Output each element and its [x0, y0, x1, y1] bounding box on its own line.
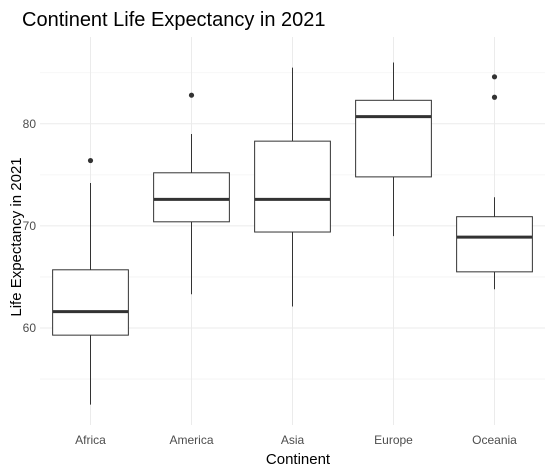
x-axis-title: Continent	[266, 451, 331, 468]
iqr-box	[153, 172, 230, 223]
chart-title: Continent Life Expectancy in 2021	[22, 9, 326, 31]
iqr-box	[456, 216, 533, 273]
x-tick-label: Europe	[374, 433, 413, 447]
box-group-europe	[355, 62, 432, 237]
outlier-point	[87, 157, 94, 164]
boxplot-boxes	[52, 62, 533, 405]
x-axis-tick-labels: Africa America Asia Europe Oceania	[75, 433, 517, 447]
y-axis-tick-labels: 60 70 80	[23, 117, 37, 335]
iqr-box	[254, 140, 331, 233]
box-group-america	[153, 92, 230, 295]
box-group-oceania	[456, 74, 533, 290]
iqr-box	[355, 99, 432, 178]
box-group-asia	[254, 67, 331, 307]
x-tick-label: Asia	[281, 433, 305, 447]
x-tick-label: Oceania	[472, 433, 517, 447]
y-tick-label: 70	[23, 219, 37, 233]
x-tick-label: America	[169, 433, 213, 447]
outlier-point	[491, 74, 498, 80]
y-tick-label: 60	[23, 321, 37, 335]
iqr-box	[52, 269, 129, 336]
box-group-africa	[52, 157, 129, 405]
x-tick-label: Africa	[75, 433, 106, 447]
outlier-point	[188, 92, 195, 98]
y-tick-label: 80	[23, 117, 37, 131]
y-axis-title: Life Expectancy in 2021	[8, 157, 25, 316]
outlier-point	[491, 94, 498, 100]
